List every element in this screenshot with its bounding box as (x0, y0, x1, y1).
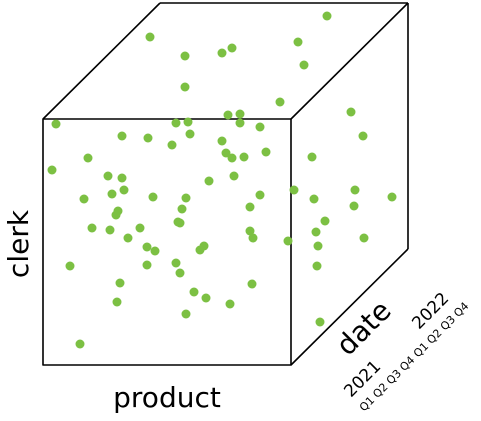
data-point (173, 217, 183, 227)
data-point (177, 204, 187, 214)
data-point (180, 51, 190, 61)
data-point (201, 293, 211, 303)
data-point (223, 110, 233, 120)
quarter-label: Q2 (424, 326, 444, 346)
data-point (217, 136, 227, 146)
data-point (248, 233, 258, 243)
data-point (315, 317, 325, 327)
data-point (175, 268, 185, 278)
data-point (150, 246, 160, 256)
data-point (299, 60, 309, 70)
data-point (65, 261, 75, 271)
data-point (235, 118, 245, 128)
data-point (309, 194, 319, 204)
data-point (115, 278, 125, 288)
axis-label-date: date (330, 294, 398, 362)
data-point (261, 147, 271, 157)
axis-label-product: product (113, 381, 221, 414)
data-point (255, 190, 265, 200)
data-point (135, 223, 145, 233)
data-point (293, 37, 303, 47)
data-point (322, 11, 332, 21)
data-point (350, 185, 360, 195)
data-point (87, 223, 97, 233)
cube-outline (42, 2, 409, 366)
data-point (239, 152, 249, 162)
data-point (181, 193, 191, 203)
data-point (221, 148, 231, 158)
data-point (227, 43, 237, 53)
data-point (171, 118, 181, 128)
cube-edge-top-right (290, 2, 409, 120)
data-point (123, 233, 133, 243)
data-point (112, 297, 122, 307)
quarter-label: Q2 (370, 380, 390, 400)
data-point (79, 194, 89, 204)
data-point (117, 173, 127, 183)
data-point (229, 171, 239, 181)
data-point (225, 299, 235, 309)
data-point (105, 225, 115, 235)
data-point (359, 233, 369, 243)
data-point (107, 189, 117, 199)
data-point (143, 133, 153, 143)
data-point (183, 117, 193, 127)
data-point (289, 185, 299, 195)
quarter-label: Q3 (384, 367, 404, 387)
data-point (142, 242, 152, 252)
quarter-label: Q3 (438, 313, 458, 333)
data-point (217, 48, 227, 58)
cube-edge-bottom-right (290, 248, 409, 366)
quarter-label: Q4 (397, 354, 417, 374)
data-point (103, 171, 113, 181)
data-point (245, 226, 255, 236)
data-point (235, 109, 245, 119)
data-point (47, 165, 57, 175)
data-point (320, 216, 330, 226)
data-point (111, 210, 121, 220)
data-point (283, 236, 293, 246)
data-point (180, 82, 190, 92)
data-point (346, 107, 356, 117)
data-point (312, 261, 322, 271)
data-point (117, 131, 127, 141)
data-point (358, 131, 368, 141)
data-point (142, 260, 152, 270)
data-point (227, 153, 237, 163)
data-point (75, 339, 85, 349)
data-point (349, 201, 359, 211)
data-point (307, 152, 317, 162)
quarter-label: Q1 (411, 340, 431, 360)
data-point (181, 309, 191, 319)
data-point (171, 258, 181, 268)
data-point (83, 153, 93, 163)
data-point (204, 176, 214, 186)
quarter-label: Q1 (357, 394, 377, 414)
cube-edge-top-left (42, 2, 161, 120)
data-point (148, 192, 158, 202)
data-point (189, 287, 199, 297)
data-point (185, 129, 195, 139)
data-point (313, 241, 323, 251)
data-point (387, 192, 397, 202)
data-point (275, 97, 285, 107)
data-point (119, 185, 129, 195)
data-point (145, 32, 155, 42)
data-points (47, 11, 397, 349)
data-point (245, 202, 255, 212)
data-point (167, 140, 177, 150)
quarter-label: Q4 (451, 300, 471, 320)
data-point (195, 245, 205, 255)
data-point (311, 227, 321, 237)
axis-label-clerk: clerk (2, 209, 35, 278)
data-point (255, 122, 265, 132)
data-point (51, 119, 61, 129)
data-point (247, 279, 257, 289)
